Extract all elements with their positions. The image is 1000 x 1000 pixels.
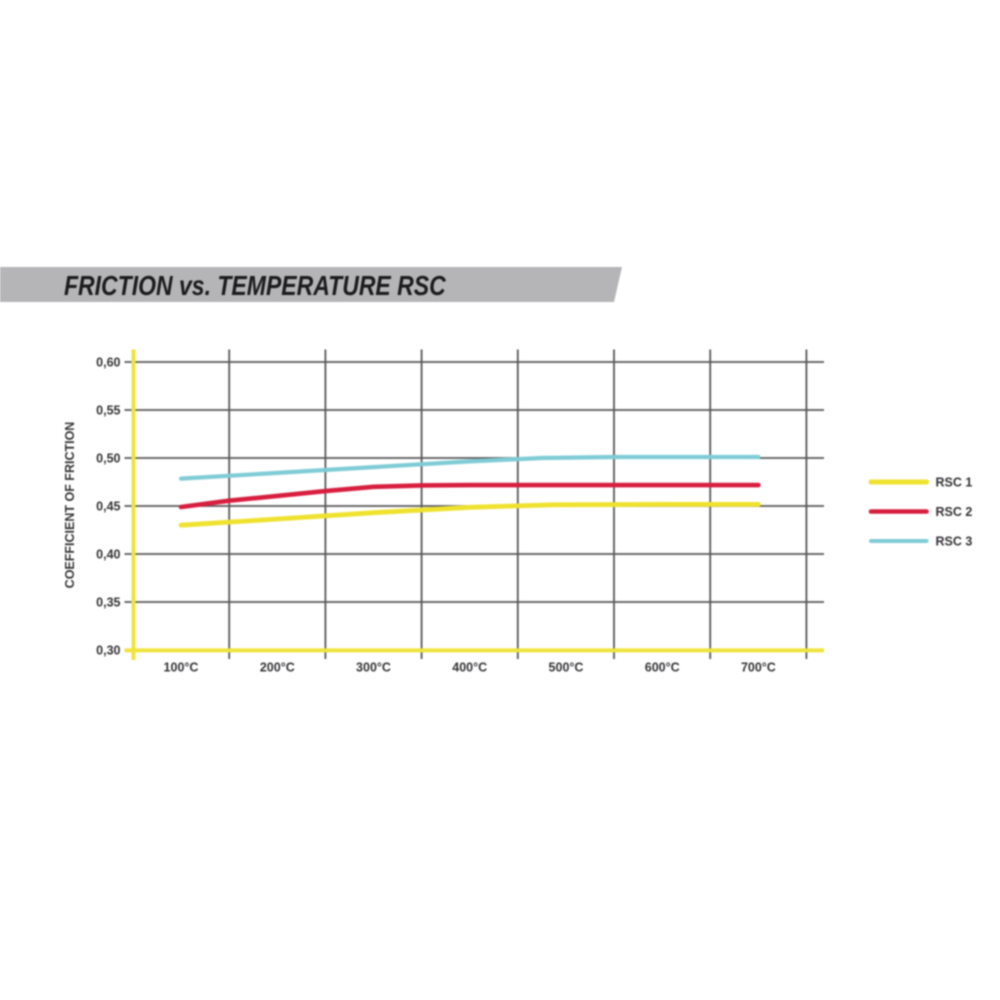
svg-text:0,45: 0,45 (96, 500, 120, 514)
svg-text:RSC 3: RSC 3 (936, 535, 973, 549)
svg-text:0,50: 0,50 (96, 452, 120, 466)
svg-text:0,40: 0,40 (96, 548, 120, 562)
svg-text:700°C: 700°C (741, 661, 776, 675)
svg-text:100°C: 100°C (164, 661, 199, 675)
svg-text:0,30: 0,30 (96, 644, 120, 658)
svg-text:500°C: 500°C (549, 661, 584, 675)
svg-text:RSC 2: RSC 2 (936, 505, 973, 519)
svg-text:0,60: 0,60 (96, 356, 120, 370)
svg-text:600°C: 600°C (645, 661, 680, 675)
svg-text:0,35: 0,35 (96, 596, 120, 610)
svg-text:400°C: 400°C (452, 661, 487, 675)
svg-text:COEFFICIENT OF FRICTION: COEFFICIENT OF FRICTION (63, 422, 77, 589)
svg-text:0,55: 0,55 (96, 404, 120, 418)
svg-text:200°C: 200°C (260, 661, 295, 675)
svg-text:FRICTION vs. TEMPERATURE RSC: FRICTION vs. TEMPERATURE RSC (64, 271, 446, 301)
svg-text:300°C: 300°C (356, 661, 391, 675)
svg-text:RSC 1: RSC 1 (936, 476, 973, 490)
